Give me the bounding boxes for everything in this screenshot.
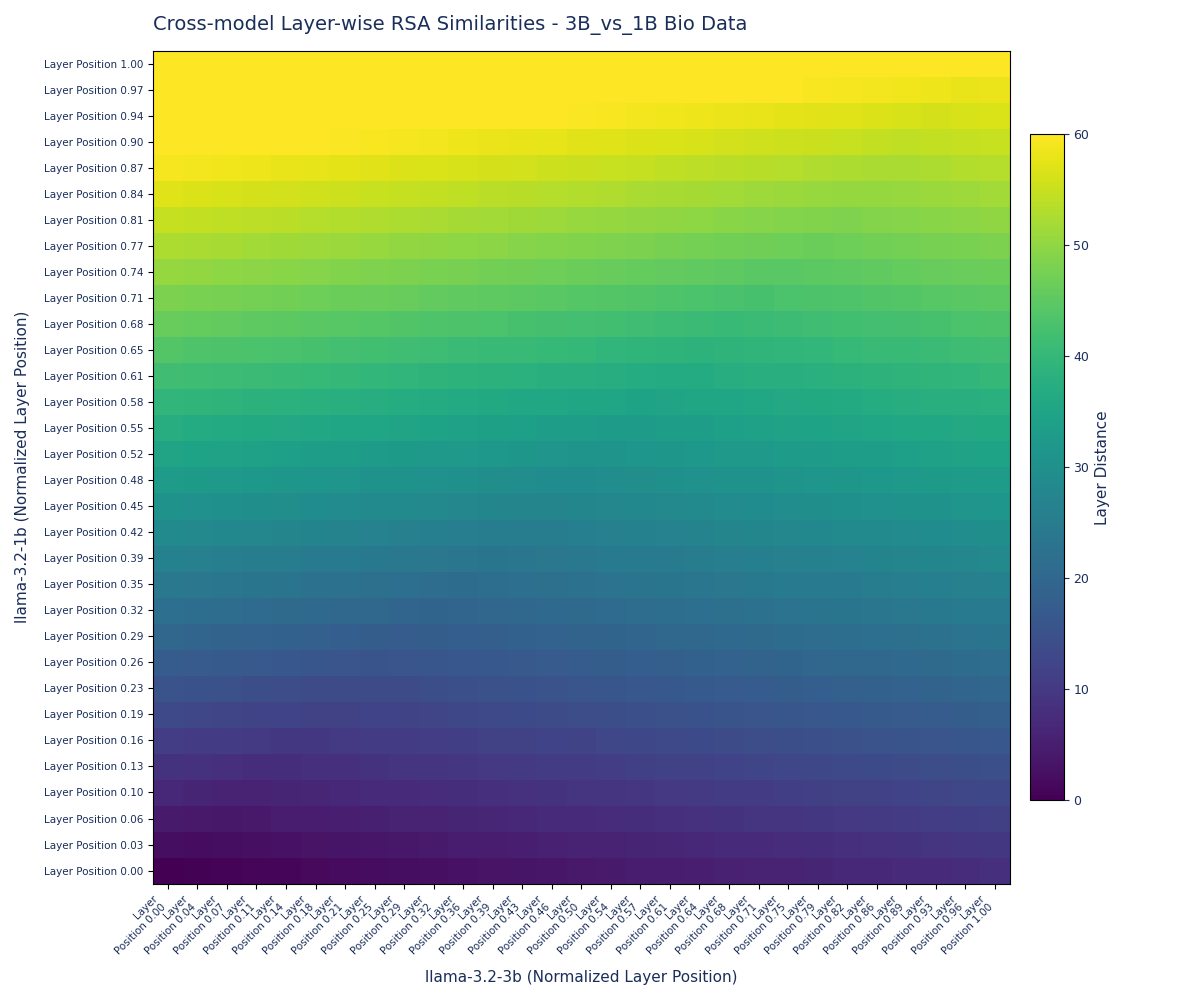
Y-axis label: llama-3.2-1b (Normalized Layer Position): llama-3.2-1b (Normalized Layer Position)	[16, 311, 30, 623]
Text: Cross-model Layer-wise RSA Similarities - 3B_vs_1B Bio Data: Cross-model Layer-wise RSA Similarities …	[154, 15, 748, 35]
X-axis label: llama-3.2-3b (Normalized Layer Position): llama-3.2-3b (Normalized Layer Position)	[425, 970, 738, 985]
Y-axis label: Layer Distance: Layer Distance	[1094, 410, 1110, 525]
